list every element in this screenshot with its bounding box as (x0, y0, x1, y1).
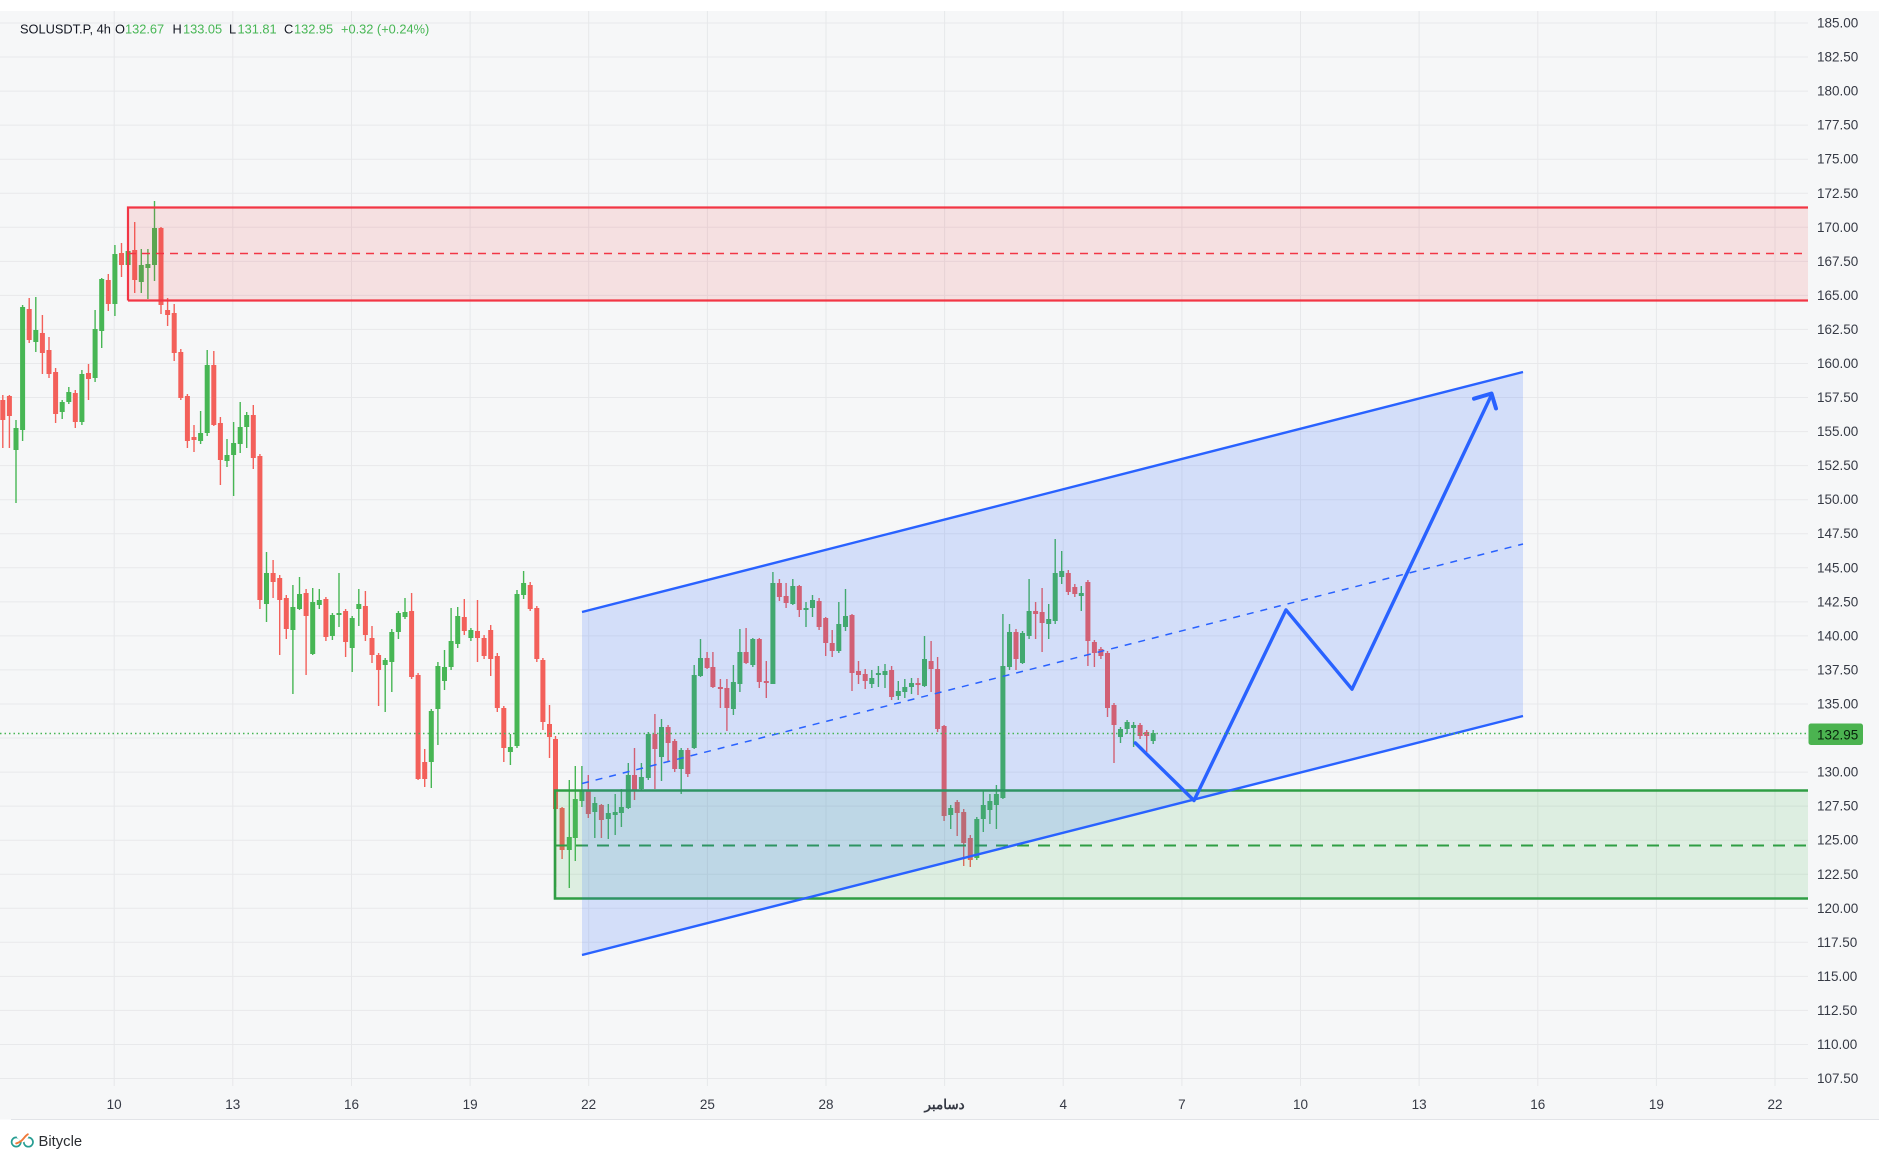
svg-text:+0.32 (+0.24%): +0.32 (+0.24%) (341, 22, 429, 37)
svg-text:185.00: 185.00 (1817, 16, 1858, 31)
svg-text:172.50: 172.50 (1817, 186, 1858, 201)
svg-text:4: 4 (1059, 1097, 1067, 1112)
svg-text:182.50: 182.50 (1817, 50, 1858, 65)
svg-text:132.67: 132.67 (125, 22, 164, 37)
svg-text:162.50: 162.50 (1817, 322, 1858, 337)
svg-text:115.00: 115.00 (1817, 969, 1857, 984)
svg-text:140.00: 140.00 (1817, 628, 1858, 643)
svg-text:13: 13 (1412, 1097, 1427, 1112)
svg-text:107.50: 107.50 (1817, 1071, 1858, 1086)
svg-text:7: 7 (1178, 1097, 1186, 1112)
svg-text:10: 10 (1293, 1097, 1308, 1112)
svg-text:10: 10 (107, 1097, 122, 1112)
svg-text:C: C (284, 22, 293, 37)
svg-text:13: 13 (225, 1097, 240, 1112)
svg-text:133.05: 133.05 (183, 22, 222, 37)
svg-text:157.50: 157.50 (1817, 390, 1858, 405)
svg-text:160.00: 160.00 (1817, 356, 1858, 371)
svg-text:175.00: 175.00 (1817, 152, 1858, 167)
svg-text:137.50: 137.50 (1817, 662, 1858, 677)
svg-text:117.50: 117.50 (1817, 935, 1857, 950)
svg-text:130.00: 130.00 (1817, 765, 1858, 780)
svg-text:22: 22 (1767, 1097, 1782, 1112)
svg-text:16: 16 (1530, 1097, 1545, 1112)
svg-text:120.00: 120.00 (1817, 901, 1858, 916)
svg-text:19: 19 (463, 1097, 478, 1112)
svg-text:180.00: 180.00 (1817, 84, 1858, 99)
svg-text:167.50: 167.50 (1817, 254, 1858, 269)
svg-text:147.50: 147.50 (1817, 526, 1858, 541)
svg-text:SOLUSDT.P, 4h: SOLUSDT.P, 4h (20, 22, 111, 37)
svg-text:132.95: 132.95 (294, 22, 333, 37)
svg-text:Bitycle: Bitycle (39, 1134, 83, 1150)
svg-text:155.00: 155.00 (1817, 424, 1858, 439)
svg-text:25: 25 (700, 1097, 715, 1112)
svg-text:165.00: 165.00 (1817, 288, 1858, 303)
svg-text:16: 16 (344, 1097, 359, 1112)
svg-text:دسامبر: دسامبر (923, 1097, 964, 1113)
svg-text:L: L (229, 22, 236, 37)
svg-text:H: H (173, 22, 182, 37)
svg-text:135.00: 135.00 (1817, 697, 1858, 712)
svg-text:150.00: 150.00 (1817, 492, 1858, 507)
svg-text:112.50: 112.50 (1817, 1003, 1857, 1018)
svg-text:127.50: 127.50 (1817, 799, 1858, 814)
svg-text:110.00: 110.00 (1817, 1037, 1857, 1052)
svg-text:19: 19 (1649, 1097, 1664, 1112)
svg-text:125.00: 125.00 (1817, 833, 1858, 848)
svg-text:145.00: 145.00 (1817, 560, 1858, 575)
svg-text:142.50: 142.50 (1817, 594, 1858, 609)
svg-text:170.00: 170.00 (1817, 220, 1858, 235)
svg-text:22: 22 (581, 1097, 596, 1112)
svg-text:152.50: 152.50 (1817, 458, 1858, 473)
svg-text:132.95: 132.95 (1817, 728, 1858, 743)
svg-text:28: 28 (818, 1097, 833, 1112)
svg-text:177.50: 177.50 (1817, 118, 1858, 133)
svg-text:131.81: 131.81 (238, 22, 277, 37)
svg-text:122.50: 122.50 (1817, 867, 1858, 882)
svg-text:O: O (115, 22, 125, 37)
